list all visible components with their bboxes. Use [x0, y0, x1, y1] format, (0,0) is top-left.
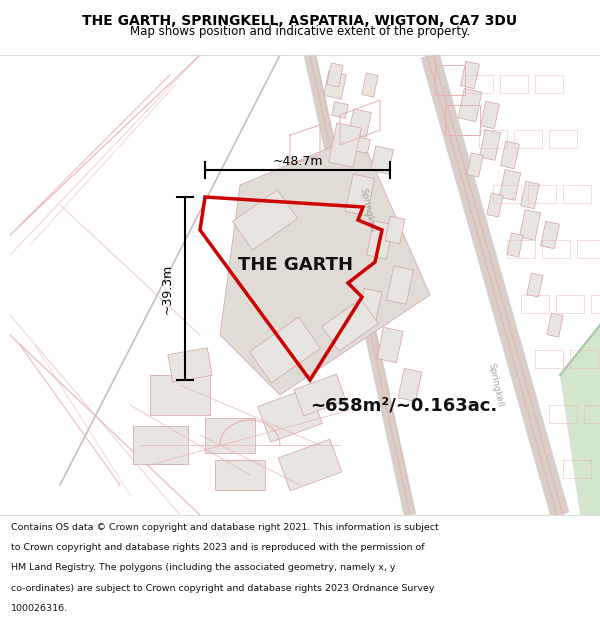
- Text: Map shows position and indicative extent of the property.: Map shows position and indicative extent…: [130, 26, 470, 39]
- Text: to Crown copyright and database rights 2023 and is reproduced with the permissio: to Crown copyright and database rights 2…: [11, 543, 424, 552]
- Bar: [541, 221, 559, 249]
- Bar: [353, 137, 370, 153]
- Bar: [481, 101, 499, 129]
- Bar: [133, 426, 187, 464]
- Bar: [499, 169, 521, 201]
- Text: Springkell: Springkell: [358, 187, 376, 233]
- Text: THE GARTH, SPRINGKELL, ASPATRIA, WIGTON, CA7 3DU: THE GARTH, SPRINGKELL, ASPATRIA, WIGTON,…: [82, 14, 518, 28]
- Bar: [461, 61, 479, 89]
- Bar: [547, 313, 563, 337]
- Bar: [332, 102, 349, 118]
- Bar: [467, 153, 483, 177]
- Bar: [458, 89, 482, 121]
- Text: ~658m²/~0.163ac.: ~658m²/~0.163ac.: [310, 396, 497, 414]
- Bar: [250, 318, 320, 382]
- Bar: [500, 141, 520, 169]
- Polygon shape: [560, 325, 600, 515]
- Bar: [294, 374, 346, 416]
- Bar: [349, 109, 371, 137]
- Bar: [362, 73, 378, 97]
- Bar: [377, 328, 403, 362]
- Bar: [329, 123, 361, 167]
- Bar: [398, 369, 422, 401]
- Text: Springkell: Springkell: [486, 362, 504, 408]
- Polygon shape: [220, 135, 430, 395]
- Bar: [521, 181, 539, 209]
- Text: ~39.3m: ~39.3m: [161, 263, 173, 314]
- Bar: [215, 460, 265, 490]
- Bar: [322, 299, 378, 351]
- Text: HM Land Registry. The polygons (including the associated geometry, namely x, y: HM Land Registry. The polygons (includin…: [11, 563, 395, 572]
- Bar: [168, 348, 212, 382]
- Bar: [371, 146, 394, 174]
- Bar: [385, 216, 405, 244]
- Bar: [150, 375, 210, 415]
- Bar: [232, 190, 298, 250]
- Bar: [386, 266, 413, 304]
- Text: co-ordinates) are subject to Crown copyright and database rights 2023 Ordnance S: co-ordinates) are subject to Crown copyr…: [11, 584, 434, 592]
- Bar: [479, 129, 501, 161]
- Bar: [345, 174, 375, 216]
- Bar: [519, 209, 541, 241]
- Bar: [507, 233, 523, 257]
- Bar: [323, 71, 346, 99]
- Bar: [278, 439, 342, 491]
- Bar: [257, 388, 322, 442]
- Text: ~48.7m: ~48.7m: [272, 155, 323, 168]
- Bar: [367, 221, 394, 259]
- Bar: [327, 63, 343, 87]
- Text: THE GARTH: THE GARTH: [238, 256, 353, 274]
- Bar: [358, 289, 382, 321]
- Bar: [487, 193, 503, 217]
- Bar: [527, 273, 543, 297]
- Bar: [205, 418, 255, 452]
- Text: 100026316.: 100026316.: [11, 604, 68, 613]
- Text: Contains OS data © Crown copyright and database right 2021. This information is : Contains OS data © Crown copyright and d…: [11, 522, 439, 532]
